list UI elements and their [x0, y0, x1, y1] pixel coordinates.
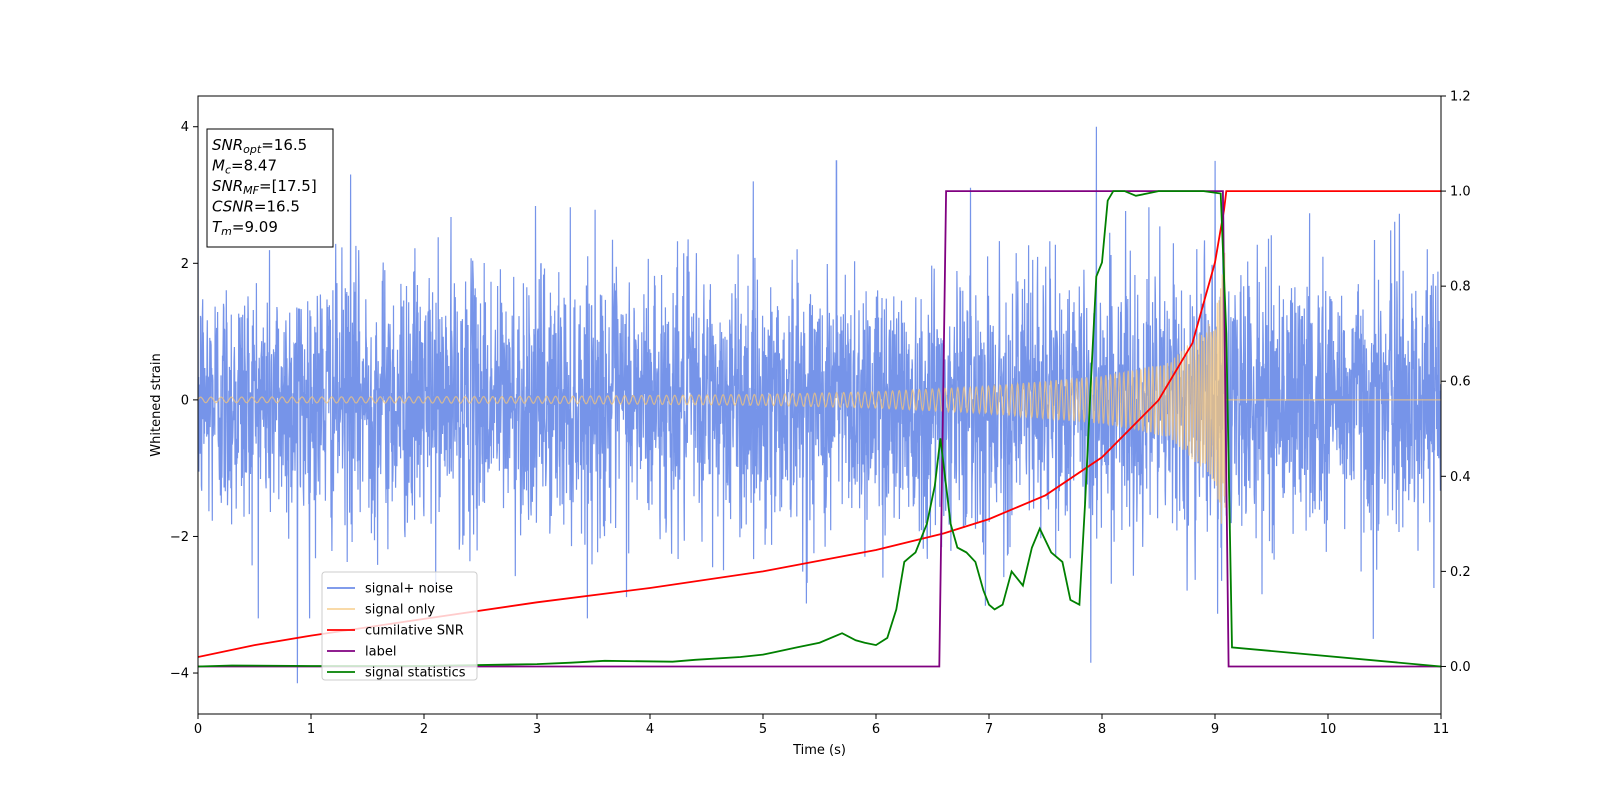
y-tick-label: 0: [181, 393, 189, 408]
y-tick-label: −4: [170, 667, 189, 682]
y-axis-label: Whitened strain: [149, 353, 164, 456]
x-tick-label: 10: [1320, 722, 1337, 737]
x-tick-label: 0: [194, 722, 202, 737]
y-axis-right: 0.0 0.2 0.4 0.6 0.8 1.0 1.2: [1441, 90, 1471, 675]
legend-entry: signal only: [365, 603, 435, 618]
y-axis-left: −4 −2 0 2 4: [170, 120, 198, 682]
axes-frame: [197, 95, 1442, 715]
annotation-line: SNRopt=16.5: [212, 136, 307, 156]
annotation-line: Tm=9.09: [212, 218, 278, 238]
y2-tick-label: 1.2: [1450, 90, 1471, 105]
x-axis-label: Time (s): [792, 743, 846, 758]
y-tick-label: 4: [181, 120, 189, 135]
y-tick-label: 2: [181, 257, 189, 272]
x-axis: 0 1 2 3 4 5 6 7 8 9 10 11: [194, 714, 1449, 737]
series-label: [198, 190, 1441, 668]
y2-tick-label: 0.6: [1450, 375, 1471, 390]
x-tick-label: 9: [1211, 722, 1219, 737]
y-tick-label: −2: [170, 530, 189, 545]
x-tick-label: 5: [759, 722, 767, 737]
x-tick-label: 3: [533, 722, 541, 737]
legend-entry: cumilative SNR: [365, 624, 464, 639]
x-tick-label: 7: [985, 722, 993, 737]
annotation-line: CSNR=16.5: [212, 198, 300, 216]
y2-tick-label: 0.2: [1450, 565, 1471, 580]
annotation-line: SNRMF=[17.5]: [212, 177, 317, 197]
x-tick-label: 8: [1098, 722, 1106, 737]
x-tick-label: 6: [872, 722, 880, 737]
legend-entry: signal statistics: [365, 666, 466, 681]
series-signal-statistics: [198, 190, 1441, 668]
y2-tick-label: 1.0: [1450, 185, 1471, 200]
y2-tick-label: 0.8: [1450, 280, 1471, 295]
x-tick-label: 1: [307, 722, 315, 737]
series-signal-only: [198, 252, 1441, 524]
y2-tick-label: 0.0: [1450, 660, 1471, 675]
legend: signal+ noise signal only cumilative SNR la…: [321, 571, 478, 681]
series-signal-noise: [198, 126, 1441, 684]
x-tick-label: 2: [420, 722, 428, 737]
annotation-line: Mc=8.47: [212, 157, 277, 177]
x-tick-label: 11: [1433, 722, 1450, 737]
legend-entry: signal+ noise: [365, 582, 453, 597]
y2-tick-label: 0.4: [1450, 470, 1471, 485]
x-tick-label: 4: [646, 722, 654, 737]
legend-entry: label: [365, 645, 396, 660]
